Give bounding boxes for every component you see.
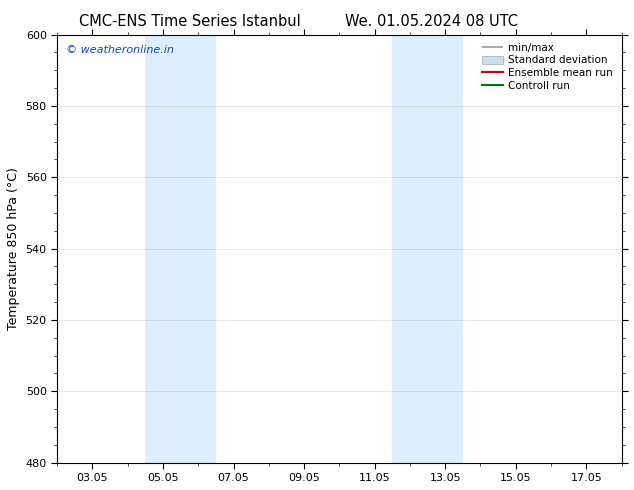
Bar — [145, 35, 216, 463]
Text: CMC-ENS Time Series Istanbul: CMC-ENS Time Series Istanbul — [79, 14, 301, 29]
Text: We. 01.05.2024 08 UTC: We. 01.05.2024 08 UTC — [345, 14, 517, 29]
Bar — [392, 35, 463, 463]
Y-axis label: Temperature 850 hPa (°C): Temperature 850 hPa (°C) — [7, 167, 20, 330]
Legend: min/max, Standard deviation, Ensemble mean run, Controll run: min/max, Standard deviation, Ensemble me… — [479, 40, 616, 94]
Text: © weatheronline.in: © weatheronline.in — [66, 45, 174, 55]
